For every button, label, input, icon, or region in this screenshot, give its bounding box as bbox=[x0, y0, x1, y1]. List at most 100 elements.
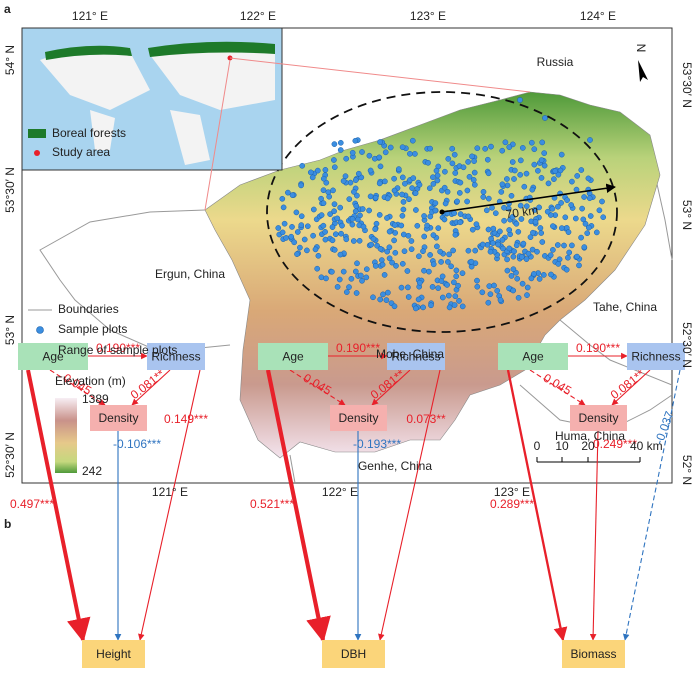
place-label: Ergun, China bbox=[155, 267, 225, 281]
sample-plot bbox=[340, 268, 347, 275]
sample-plot bbox=[309, 174, 316, 181]
sample-plot bbox=[322, 167, 329, 173]
sample-plot bbox=[366, 207, 372, 214]
node-box bbox=[258, 343, 328, 370]
longitude-label: 123° E bbox=[410, 9, 446, 23]
sample-plot bbox=[329, 224, 336, 230]
sample-plot bbox=[389, 259, 395, 266]
sample-plot bbox=[399, 212, 406, 219]
sample-plot bbox=[483, 207, 490, 214]
sample-plot bbox=[351, 189, 357, 195]
node-box bbox=[18, 343, 88, 370]
sample-plot bbox=[329, 237, 336, 244]
longitude-label: 124° E bbox=[580, 9, 616, 23]
sample-plot bbox=[511, 176, 517, 182]
sample-plot bbox=[332, 231, 339, 238]
sample-plot bbox=[509, 214, 516, 220]
sample-plot bbox=[281, 220, 288, 227]
sample-plot bbox=[544, 208, 551, 215]
sample-plot bbox=[294, 251, 300, 257]
sample-plot bbox=[442, 168, 448, 175]
sample-plot bbox=[340, 178, 347, 184]
sample-plot bbox=[285, 189, 291, 196]
node-box bbox=[498, 343, 568, 370]
sample-plot bbox=[359, 149, 365, 155]
sample-plot bbox=[517, 202, 524, 209]
latitude-label: 53°30′ N bbox=[3, 167, 17, 213]
sample-plot bbox=[538, 175, 545, 181]
sample-plot bbox=[414, 222, 421, 229]
sample-plot bbox=[399, 191, 405, 198]
scale-label: 40 km bbox=[630, 439, 663, 453]
sample-plot bbox=[502, 139, 509, 146]
sample-plot bbox=[359, 206, 366, 212]
sample-plot bbox=[314, 265, 321, 272]
sample-plot bbox=[348, 275, 355, 282]
node-label: Richness bbox=[631, 350, 680, 364]
sample-plot bbox=[523, 256, 530, 262]
sample-plot bbox=[405, 232, 412, 239]
sample-plot bbox=[430, 232, 437, 238]
path-coefficient: 0.073** bbox=[406, 412, 446, 426]
sample-plot bbox=[501, 217, 507, 224]
sample-plot bbox=[424, 222, 430, 229]
node-label: Density bbox=[338, 411, 378, 425]
node-label: Age bbox=[42, 350, 64, 364]
sample-plot bbox=[468, 258, 475, 265]
sample-plot bbox=[346, 196, 353, 202]
node-label: Biomass bbox=[570, 647, 616, 661]
sample-plot bbox=[399, 174, 406, 181]
sample-plot bbox=[536, 204, 542, 211]
sample-plot bbox=[569, 242, 575, 249]
sample-plot bbox=[548, 271, 554, 278]
path-arrow bbox=[131, 369, 171, 406]
sample-plot bbox=[518, 254, 525, 260]
sample-plot bbox=[326, 193, 333, 200]
sample-plot bbox=[506, 144, 513, 150]
sample-plot bbox=[293, 209, 300, 216]
zoom-line bbox=[204, 59, 231, 211]
place-label: Tahe, China bbox=[593, 300, 657, 314]
scale-label: 0 bbox=[534, 439, 541, 453]
sample-plot bbox=[600, 214, 607, 221]
sample-plot bbox=[444, 282, 450, 288]
sample-plot bbox=[372, 226, 379, 233]
longitude-label: 121° E bbox=[152, 485, 188, 499]
sample-plot bbox=[445, 292, 452, 299]
node-label: Richness bbox=[391, 350, 440, 364]
scale-ticks bbox=[536, 457, 641, 462]
elevation-max: 1389 bbox=[82, 392, 109, 406]
node-box bbox=[147, 343, 205, 370]
legend-label: Range of sample plots bbox=[58, 343, 177, 357]
sample-plot bbox=[519, 280, 526, 287]
sample-plot bbox=[563, 266, 570, 273]
sample-plot bbox=[480, 188, 487, 195]
node-box bbox=[570, 405, 627, 431]
sample-plot bbox=[337, 147, 344, 153]
sample-plot bbox=[435, 225, 442, 231]
sample-plot bbox=[289, 224, 295, 230]
legend-study bbox=[34, 150, 40, 156]
boundary bbox=[654, 174, 673, 261]
sample-plot bbox=[342, 173, 349, 180]
sample-plot bbox=[495, 241, 501, 248]
sample-plot bbox=[474, 277, 480, 284]
sample-plot bbox=[568, 202, 575, 208]
sample-plot bbox=[439, 273, 446, 280]
sample-plot bbox=[464, 198, 470, 205]
place-label: Genhe, China bbox=[358, 459, 432, 473]
sample-plot bbox=[318, 274, 325, 281]
path-arrow bbox=[371, 369, 411, 406]
sample-plot bbox=[401, 248, 408, 255]
node-box bbox=[90, 405, 147, 431]
path-arrow bbox=[49, 369, 106, 406]
sample-plot bbox=[497, 297, 504, 303]
sample-plot bbox=[391, 187, 398, 194]
sample-plot bbox=[457, 211, 464, 217]
sample-plot bbox=[367, 193, 374, 200]
sample-plot bbox=[337, 251, 344, 258]
node-label: Age bbox=[522, 350, 544, 364]
boundary bbox=[39, 209, 231, 353]
sample-plot bbox=[449, 160, 456, 167]
sample-plot bbox=[412, 305, 419, 312]
